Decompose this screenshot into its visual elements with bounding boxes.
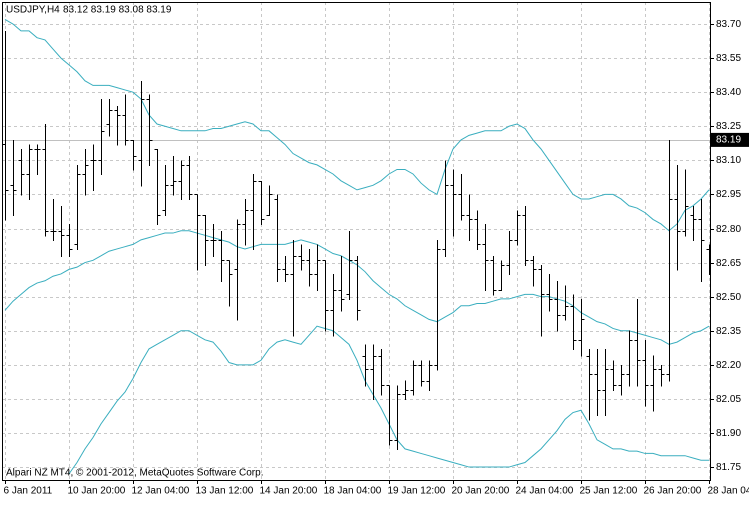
y-tick-label: 82.05: [716, 394, 741, 405]
y-tick-label: 83.25: [716, 121, 741, 132]
current-price-label: 83.19: [716, 135, 741, 146]
x-tick-label: 10 Jan 20:00: [68, 486, 126, 497]
footer: Alpari NZ MT4, © 2001-2012, MetaQuotes S…: [6, 468, 263, 479]
y-tick-label: 81.90: [716, 428, 741, 439]
x-tick-label: 28 Jan 04:: [708, 486, 749, 497]
y-tick-label: 82.35: [716, 326, 741, 337]
x-tick-label: 6 Jan 2011: [4, 486, 53, 497]
y-tick-label: 83.55: [716, 53, 741, 64]
x-tick-label: 24 Jan 04:00: [516, 486, 574, 497]
chart-title: USDJPY,H4: [6, 5, 60, 16]
y-tick-label: 82.95: [716, 189, 741, 200]
x-tick-label: 18 Jan 04:00: [324, 486, 382, 497]
x-tick-label: 20 Jan 20:00: [452, 486, 510, 497]
y-tick-label: 82.80: [716, 224, 741, 235]
x-tick-label: 14 Jan 20:00: [260, 486, 318, 497]
x-tick-label: 26 Jan 20:00: [644, 486, 702, 497]
x-tick-label: 13 Jan 12:00: [196, 486, 254, 497]
x-tick-label: 19 Jan 12:00: [388, 486, 446, 497]
y-tick-label: 83.40: [716, 87, 741, 98]
y-tick-label: 81.75: [716, 462, 741, 473]
y-tick-label: 82.65: [716, 258, 741, 269]
y-tick-label: 82.50: [716, 292, 741, 303]
chart-subtitle: 83.12 83.19 83.08 83.19: [63, 5, 172, 16]
y-tick-label: 83.70: [716, 19, 741, 30]
x-tick-label: 12 Jan 04:00: [132, 486, 190, 497]
y-tick-label: 83.10: [716, 155, 741, 166]
x-tick-label: 25 Jan 12:00: [580, 486, 638, 497]
y-tick-label: 82.20: [716, 360, 741, 371]
